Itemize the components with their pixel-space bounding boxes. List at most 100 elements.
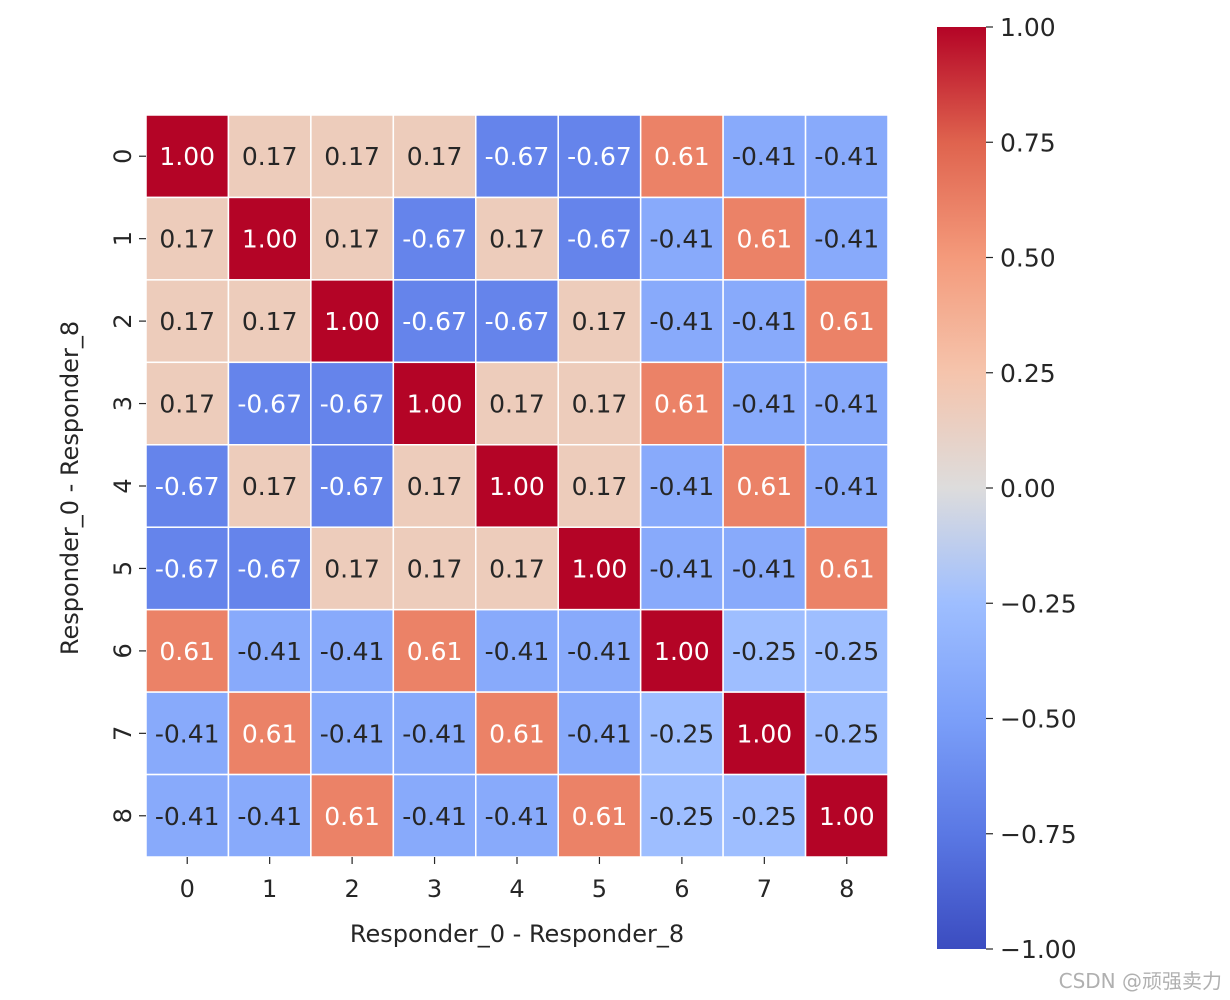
x-tick-label-8: 8 xyxy=(839,875,854,903)
colorbar-tick-label-0: 1.00 xyxy=(1000,13,1056,42)
cell-value-label-8-6: -0.25 xyxy=(650,802,715,831)
cell-value-label-2-3: -0.67 xyxy=(402,307,467,336)
heatmap-cell-7-6 xyxy=(639,691,724,776)
cell-value-label-6-7: -0.25 xyxy=(732,637,797,666)
cell-value-label-3-0: 0.17 xyxy=(159,390,215,419)
cell-value-label-5-3: 0.17 xyxy=(407,554,463,583)
cell-value-label-1-1: 1.00 xyxy=(242,225,298,254)
heatmap-cell-4-3 xyxy=(392,444,477,528)
heatmap-cell-5-0 xyxy=(145,526,230,611)
cell-value-label-7-6: -0.25 xyxy=(650,719,715,748)
cell-value-label-3-8: -0.41 xyxy=(814,390,879,419)
cell-value-label-2-2: 1.00 xyxy=(324,307,380,336)
cell-value-label-6-1: -0.41 xyxy=(237,637,302,666)
heatmap-cell-5-2 xyxy=(310,526,395,611)
cell-value-label-3-5: 0.17 xyxy=(572,390,628,419)
x-tick-label-1: 1 xyxy=(262,875,277,903)
x-tick-label-6: 6 xyxy=(674,875,689,903)
colorbar-tick-label-4: 0.00 xyxy=(1000,474,1056,503)
cell-value-label-5-7: -0.41 xyxy=(732,554,797,583)
cell-value-label-6-6: 1.00 xyxy=(654,637,710,666)
x-axis-label: Responder_0 - Responder_8 xyxy=(350,920,684,948)
heatmap-cell-1-4 xyxy=(475,196,559,281)
cell-value-label-3-2: -0.67 xyxy=(320,390,385,419)
cell-value-label-6-5: -0.41 xyxy=(567,637,632,666)
colorbar-tick-label-6: −0.50 xyxy=(1000,705,1077,734)
heatmap-cell-7-5 xyxy=(557,691,642,776)
heatmap-cell-5-3 xyxy=(392,526,477,611)
cell-value-label-5-6: -0.41 xyxy=(650,554,715,583)
cell-value-label-8-4: -0.41 xyxy=(485,802,550,831)
cell-value-label-1-5: -0.67 xyxy=(567,225,632,254)
y-tick-label-6: 6 xyxy=(109,643,137,658)
y-axis-label: Responder_0 - Responder_8 xyxy=(56,321,84,655)
heatmap-cell-5-1 xyxy=(227,526,312,611)
cell-value-label-7-5: -0.41 xyxy=(567,719,632,748)
heatmap-cell-1-8 xyxy=(804,196,889,281)
cell-value-label-3-4: 0.17 xyxy=(489,390,545,419)
x-tick-label-7: 7 xyxy=(757,875,772,903)
cell-value-label-4-3: 0.17 xyxy=(407,472,463,501)
cell-value-label-1-8: -0.41 xyxy=(814,225,879,254)
cell-value-label-2-8: 0.61 xyxy=(819,307,875,336)
heatmap-cell-4-5 xyxy=(557,444,642,528)
heatmap-cell-0-0 xyxy=(145,114,230,199)
heatmap-cell-8-2 xyxy=(310,773,395,858)
cell-value-label-6-4: -0.41 xyxy=(485,637,550,666)
cell-value-label-3-3: 1.00 xyxy=(407,390,463,419)
colorbar xyxy=(937,27,986,949)
heatmap-cell-7-4 xyxy=(475,691,559,776)
heatmap-cell-1-6 xyxy=(639,196,724,281)
cell-value-label-2-7: -0.41 xyxy=(732,307,797,336)
cell-value-label-7-7: 1.00 xyxy=(736,719,792,748)
heatmap-cell-1-0 xyxy=(145,196,230,281)
cell-value-label-8-8: 1.00 xyxy=(819,802,875,831)
colorbar-tick-label-2: 0.50 xyxy=(1000,244,1056,273)
heatmap-cell-labels: 1.00 0.17 0.17 0.17 -0.67 -0.67 0.61 -0.41 -0.41… xyxy=(155,142,879,831)
y-axis: 0 1 2 3 4 5 6 7 8 xyxy=(109,149,146,823)
cell-value-label-7-8: -0.25 xyxy=(814,719,879,748)
heatmap-cell-7-3 xyxy=(392,691,477,776)
cell-value-label-0-0: 1.00 xyxy=(159,142,215,171)
heatmap-cell-0-7 xyxy=(722,114,807,199)
cell-value-label-1-0: 0.17 xyxy=(159,225,215,254)
y-tick-label-1: 1 xyxy=(109,231,137,246)
heatmap-cell-5-7 xyxy=(722,526,807,611)
cell-value-label-0-5: -0.67 xyxy=(567,142,632,171)
heatmap-cell-4-0 xyxy=(145,444,230,528)
heatmap-cell-2-0 xyxy=(145,279,230,364)
heatmap-cell-2-4 xyxy=(475,279,559,364)
x-tick-label-5: 5 xyxy=(592,875,607,903)
heatmap-cell-3-1 xyxy=(227,361,312,446)
x-tick-label-4: 4 xyxy=(509,875,524,903)
heatmap-cell-4-8 xyxy=(804,444,889,528)
x-axis: 0 1 2 3 4 5 6 7 8 xyxy=(180,857,854,903)
heatmap-cell-6-1 xyxy=(227,608,312,693)
x-tick-label-3: 3 xyxy=(427,875,442,903)
heatmap-cell-6-6 xyxy=(639,608,724,693)
cell-value-label-2-5: 0.17 xyxy=(572,307,628,336)
cell-value-label-4-4: 1.00 xyxy=(489,472,545,501)
heatmap-cell-1-7 xyxy=(722,196,807,281)
cell-value-label-5-4: 0.17 xyxy=(489,554,545,583)
heatmap-cell-4-6 xyxy=(639,444,724,528)
cell-value-label-4-8: -0.41 xyxy=(814,472,879,501)
cell-value-label-7-2: -0.41 xyxy=(320,719,385,748)
heatmap-cell-7-2 xyxy=(310,691,395,776)
watermark: CSDN @顽强卖力 xyxy=(1058,969,1222,993)
heatmap-cell-3-0 xyxy=(145,361,230,446)
heatmap-cell-0-1 xyxy=(227,114,312,199)
cell-value-label-8-5: 0.61 xyxy=(572,802,628,831)
heatmap-cell-8-3 xyxy=(392,773,477,858)
cell-value-label-3-6: 0.61 xyxy=(654,390,710,419)
cell-value-label-2-4: -0.67 xyxy=(485,307,550,336)
y-tick-label-4: 4 xyxy=(109,478,137,493)
cell-value-label-5-2: 0.17 xyxy=(324,554,380,583)
heatmap-cell-5-5 xyxy=(557,526,642,611)
cell-value-label-1-4: 0.17 xyxy=(489,225,545,254)
colorbar-tick-label-1: 0.75 xyxy=(1000,128,1056,157)
cell-value-label-3-7: -0.41 xyxy=(732,390,797,419)
y-tick-label-2: 2 xyxy=(109,313,137,328)
cell-value-label-8-2: 0.61 xyxy=(324,802,380,831)
x-tick-label-2: 2 xyxy=(344,875,359,903)
